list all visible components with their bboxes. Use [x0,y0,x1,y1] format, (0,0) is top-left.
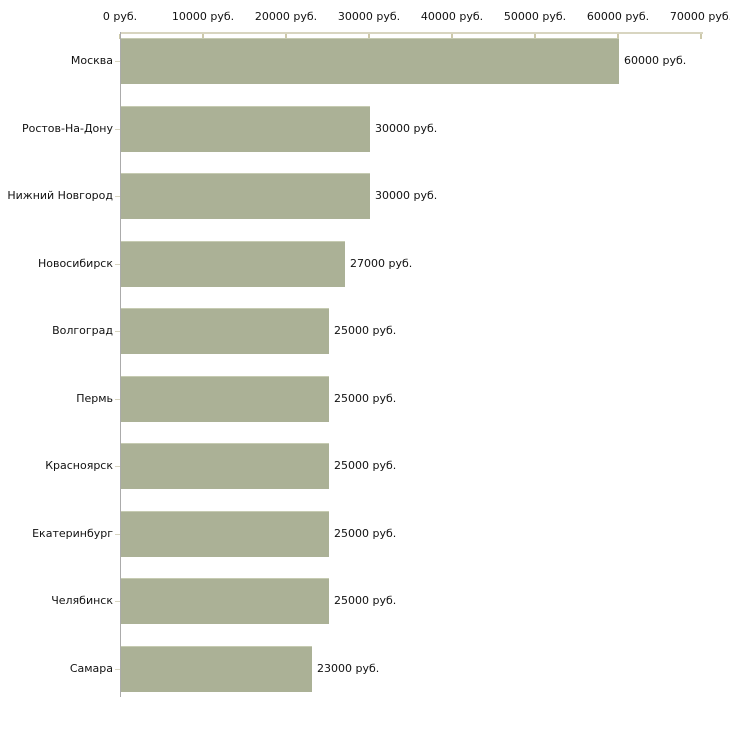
x-axis-tick-mark [368,34,370,39]
x-axis-tick-label: 10000 руб. [171,10,235,23]
x-axis-line [120,32,703,34]
x-axis-tick-mark [617,34,619,39]
x-axis-tick-label: 70000 руб. [669,10,730,23]
category-tick-mark [115,264,120,265]
category-label: Нижний Новгород [7,189,113,202]
category-tick-mark [115,466,120,467]
category-label: Красноярск [45,459,113,472]
bar-Волгоград [121,308,329,354]
value-label: 25000 руб. [334,324,397,337]
x-axis-tick-mark [202,34,204,39]
category-tick-mark [115,129,120,130]
category-tick-mark [115,669,120,670]
category-tick-mark [115,196,120,197]
x-axis-tick-label: 20000 руб. [254,10,318,23]
category-tick-mark [115,61,120,62]
category-label: Пермь [76,392,113,405]
category-label: Челябинск [51,594,113,607]
value-label: 27000 руб. [350,257,413,270]
x-axis-tick-mark [700,34,702,39]
value-label: 60000 руб. [624,54,687,67]
value-label: 25000 руб. [334,459,397,472]
bar-Москва [121,38,619,84]
bar-Екатеринбург [121,511,329,557]
category-tick-mark [115,331,120,332]
value-label: 25000 руб. [334,594,397,607]
y-axis-line [120,32,121,697]
x-axis-tick-label: 40000 руб. [420,10,484,23]
bar-Самара [121,646,312,692]
x-axis-tick-label: 50000 руб. [503,10,567,23]
category-label: Москва [70,54,113,67]
bar-Челябинск [121,578,329,624]
category-tick-mark [115,399,120,400]
category-label: Ростов-На-Дону [21,122,113,135]
bar-Красноярск [121,443,329,489]
category-label: Екатеринбург [32,527,113,540]
bar-Новосибирск [121,241,345,287]
value-label: 23000 руб. [317,662,380,675]
bar-Пермь [121,376,329,422]
category-tick-mark [115,534,120,535]
value-label: 25000 руб. [334,527,397,540]
value-label: 30000 руб. [375,122,438,135]
category-label: Новосибирск [37,257,113,270]
x-axis-tick-label: 60000 руб. [586,10,650,23]
x-axis-tick-label: 0 руб. [102,10,138,23]
category-label: Волгоград [52,324,113,337]
value-label: 30000 руб. [375,189,438,202]
x-axis-tick-mark [534,34,536,39]
category-tick-mark [115,601,120,602]
x-axis-tick-mark [285,34,287,39]
x-axis-tick-label: 30000 руб. [337,10,401,23]
bar-Нижний Новгород [121,173,370,219]
value-label: 25000 руб. [334,392,397,405]
category-label: Самара [69,662,113,675]
x-axis-tick-mark [451,34,453,39]
bar-Ростов-На-Дону [121,106,370,152]
